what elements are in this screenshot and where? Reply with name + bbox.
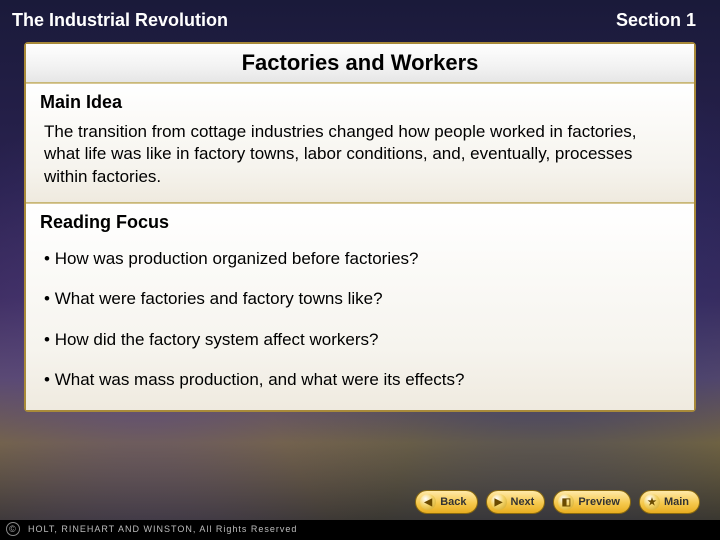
back-button[interactable]: ◀ Back	[415, 490, 477, 514]
chapter-title: The Industrial Revolution	[12, 10, 228, 42]
copyright-icon: ©	[6, 522, 20, 536]
header-bar: The Industrial Revolution Section 1	[0, 0, 720, 42]
list-item: How was production organized before fact…	[26, 239, 694, 279]
main-idea-panel: Main Idea The transition from cottage in…	[26, 83, 694, 203]
preview-button[interactable]: ◧ Preview	[553, 490, 631, 514]
content-frame: Factories and Workers Main Idea The tran…	[24, 42, 696, 412]
footer-text: HOLT, RINEHART AND WINSTON, All Rights R…	[28, 524, 297, 534]
list-item: What were factories and factory towns li…	[26, 279, 694, 319]
section-label: Section 1	[616, 10, 696, 42]
slide-title: Factories and Workers	[26, 44, 694, 83]
list-item: What was mass production, and what were …	[26, 360, 694, 400]
main-idea-text: The transition from cottage industries c…	[26, 115, 694, 202]
reading-focus-heading: Reading Focus	[26, 204, 694, 235]
preview-icon: ◧	[558, 494, 574, 510]
main-label: Main	[664, 496, 689, 508]
next-button[interactable]: ▶ Next	[486, 490, 546, 514]
main-star-icon: ★	[644, 494, 660, 510]
main-button[interactable]: ★ Main	[639, 490, 700, 514]
next-arrow-icon: ▶	[491, 494, 507, 510]
list-item: How did the factory system affect worker…	[26, 320, 694, 360]
nav-bar: ◀ Back ▶ Next ◧ Preview ★ Main	[415, 490, 700, 514]
next-label: Next	[511, 496, 535, 508]
reading-focus-panel: Reading Focus How was production organiz…	[26, 203, 694, 409]
preview-label: Preview	[578, 496, 620, 508]
reading-focus-list: How was production organized before fact…	[26, 235, 694, 409]
footer-bar: © HOLT, RINEHART AND WINSTON, All Rights…	[0, 520, 720, 540]
back-label: Back	[440, 496, 466, 508]
back-arrow-icon: ◀	[420, 494, 436, 510]
main-idea-heading: Main Idea	[26, 84, 694, 115]
